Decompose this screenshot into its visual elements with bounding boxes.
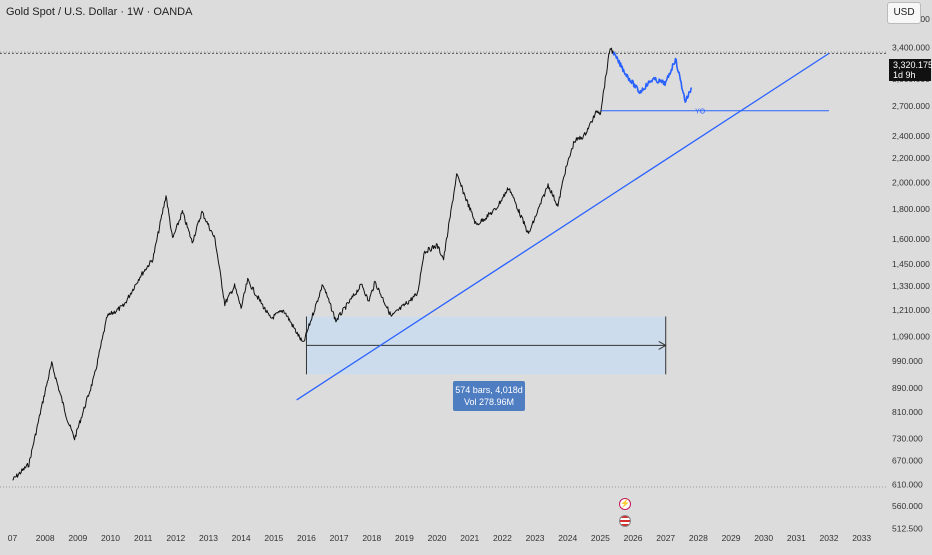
- x-tick-label: 2012: [166, 533, 185, 543]
- x-tick-label: 2017: [330, 533, 349, 543]
- y-tick-label: 2,200.000: [892, 153, 930, 163]
- us-flag-icon[interactable]: [619, 515, 631, 527]
- x-tick-label: 2026: [624, 533, 643, 543]
- y-tick-label: 560.000: [892, 501, 923, 511]
- bar-countdown-label: 1d 9h: [893, 70, 916, 80]
- y-tick-label: 670.000: [892, 455, 923, 465]
- x-tick-label: 2022: [493, 533, 512, 543]
- x-tick-label: 2029: [722, 533, 741, 543]
- x-tick-label: 2014: [232, 533, 251, 543]
- x-tick-label: 2024: [558, 533, 577, 543]
- y-tick-label: 3,400.000: [892, 42, 930, 52]
- y-tick-label: 2,000.000: [892, 177, 930, 187]
- x-tick-label: 2008: [36, 533, 55, 543]
- x-tick-label: 2030: [754, 533, 773, 543]
- x-tick-label: 2031: [787, 533, 806, 543]
- flash-icon[interactable]: ⚡: [619, 498, 631, 510]
- x-tick-label: 2019: [395, 533, 414, 543]
- y-tick-label: 890.000: [892, 383, 923, 393]
- x-tick-label: 2027: [656, 533, 675, 543]
- y-tick-label: 1,800.000: [892, 204, 930, 214]
- y-tick-label: 1,600.000: [892, 234, 930, 244]
- y-tick-label: 1,090.000: [892, 332, 930, 342]
- x-tick-label: 2025: [591, 533, 610, 543]
- y-tick-label: 1,450.000: [892, 259, 930, 269]
- yo-label: YO: [695, 109, 706, 116]
- x-tick-label: 2028: [689, 533, 708, 543]
- x-tick-label: 2032: [820, 533, 839, 543]
- price-history-series: [12, 47, 614, 481]
- y-tick-label: 1,210.000: [892, 305, 930, 315]
- x-tick-label: 2033: [852, 533, 871, 543]
- current-price-tag: 3,320.175 1d 9h: [889, 59, 932, 81]
- current-price-label: 3,320.175: [893, 60, 932, 70]
- y-tick-label: 730.000: [892, 434, 923, 444]
- currency-button[interactable]: USD: [887, 2, 921, 24]
- x-tick-label: 2018: [362, 533, 381, 543]
- measure-label: 574 bars, 4,018d Vol 278.96M: [453, 381, 525, 411]
- symbol-title: Gold Spot / U.S. Dollar · 1W · OANDA: [6, 6, 193, 18]
- x-tick-label: 2010: [101, 533, 120, 543]
- y-tick-label: 2,700.000: [892, 101, 930, 111]
- x-tick-label: 07: [8, 533, 18, 543]
- y-tick-label: 990.000: [892, 356, 923, 366]
- x-tick-label: 2016: [297, 533, 316, 543]
- y-tick-label: 1,330.000: [892, 281, 930, 291]
- x-tick-label: 2009: [68, 533, 87, 543]
- x-tick-label: 2023: [526, 533, 545, 543]
- x-tick-label: 2011: [134, 533, 153, 543]
- x-tick-label: 2021: [460, 533, 479, 543]
- x-tick-label: 2013: [199, 533, 218, 543]
- y-tick-label: 2,400.000: [892, 131, 930, 141]
- measure-volume-label: Vol 278.96M: [463, 397, 515, 407]
- y-tick-label: 512.500: [892, 524, 923, 534]
- y-tick-label: 810.000: [892, 407, 923, 417]
- y-tick-label: 610.000: [892, 479, 923, 489]
- x-tick-label: 2015: [264, 533, 283, 543]
- measure-bars-label: 574 bars, 4,018d: [455, 385, 523, 395]
- x-tick-label: 2020: [428, 533, 447, 543]
- price-projection-series: [612, 51, 693, 103]
